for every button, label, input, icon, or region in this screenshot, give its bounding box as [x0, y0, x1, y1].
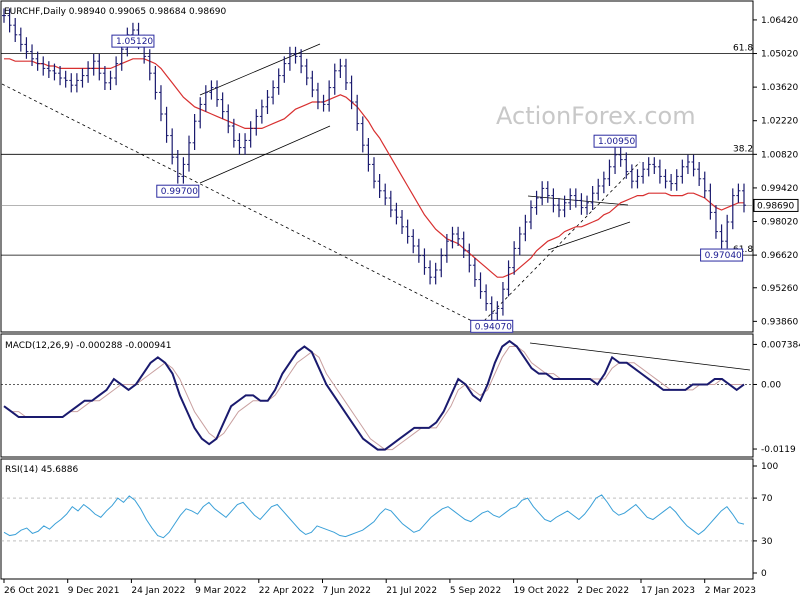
price-flag-label: 0.97040: [705, 251, 742, 261]
rsi-pane: [0, 458, 754, 580]
price-flag: [111, 34, 155, 48]
x-tick-label: 22 Apr 2022: [259, 586, 315, 596]
current-price-box: [753, 198, 799, 212]
macd-label: MACD(12,26,9) -0.000288 -0.000941: [5, 341, 171, 351]
x-tick-label: 5 Sep 2022: [450, 586, 501, 596]
x-tick-label: 9 Mar 2022: [195, 586, 246, 596]
price-flag-label: 1.00950: [598, 137, 635, 147]
price-flag-label: 0.99700: [161, 187, 198, 197]
x-tick-label: 26 Oct 2021: [4, 586, 60, 596]
rising-trendline: [479, 161, 641, 326]
triangle-top-line: [527, 195, 629, 206]
current-price-label: 0.98690: [757, 201, 794, 211]
price-flag-label: 0.94070: [475, 322, 512, 332]
x-tick-label: 7 Jun 2022: [323, 586, 371, 596]
falling-trendline: [1, 83, 481, 326]
macd-tick-label: 0.007384: [761, 340, 800, 350]
candles-layer: [2, 8, 746, 321]
price-tick-label: 1.05020: [761, 50, 798, 60]
price-tick-label: 1.03620: [761, 83, 798, 93]
macd-divergence-line: [529, 342, 751, 371]
price-flag-label: 1.05120: [116, 37, 153, 47]
price-tick-label: 1.00820: [761, 150, 798, 160]
price-flag: [156, 184, 200, 198]
x-tick-label: 24 Jan 2022: [131, 586, 185, 596]
upper-channel-line: [199, 43, 321, 96]
macd-layer: 0.007384 0.00 -0.0119: [1, 339, 800, 455]
x-axis: 26 Oct 2021 9 Dec 2021 24 Jan 2022 9 Mar 20…: [3, 579, 756, 596]
level-label: 38.2: [733, 144, 753, 154]
levels-layer: 61.8 38.2 61.8: [1, 44, 753, 256]
moving-average: [4, 58, 744, 278]
price-flag: [470, 319, 514, 333]
rsi-line: [3, 494, 745, 539]
rsi-tick-label: 70: [761, 494, 773, 504]
lower-channel-line: [199, 125, 331, 184]
x-tick-label: 17 Jan 2023: [641, 586, 695, 596]
macd-pane: [0, 333, 754, 458]
price-flag: [700, 248, 744, 262]
price-tick-label: 0.99420: [761, 184, 798, 194]
price-tick-label: 0.95260: [761, 284, 798, 294]
macd-signal-line: [3, 346, 744, 451]
level-label: 61.8: [733, 245, 753, 255]
rsi-tick-label: 30: [761, 537, 773, 547]
rsi-tick-label: 0: [761, 569, 767, 579]
price-tick-label: 1.02220: [761, 117, 798, 127]
price-flag: [593, 134, 637, 148]
x-tick-label: 21 Jul 2022: [386, 586, 437, 596]
price-tick-label: 0.93860: [761, 317, 798, 327]
trendlines-layer: [1, 43, 751, 371]
watermark: ActionForex.com: [496, 102, 696, 130]
rsi-layer: 100 70 30 0: [1, 462, 778, 579]
macd-line: [3, 339, 745, 451]
price-tick-label: 1.06420: [761, 16, 798, 26]
x-tick-label: 9 Dec 2021: [68, 586, 120, 596]
ma-line: [4, 58, 744, 278]
price-axis: 1.06420 1.05020 1.03620 1.02220 1.00820 0.994…: [753, 16, 799, 327]
chart-header: EURCHF,Daily 0.98940 0.99065 0.98684 0.9…: [4, 7, 227, 17]
macd-tick-label: 0.00: [761, 380, 781, 390]
level-label: 61.8: [733, 44, 753, 54]
x-tick-label: 2 Mar 2023: [705, 586, 756, 596]
x-tick-label: 2 Dec 2022: [577, 586, 629, 596]
macd-tick-label: -0.0119: [761, 445, 796, 455]
x-tick-label: 19 Oct 2022: [514, 586, 570, 596]
flags-layer: 1.05120 0.99700 0.94070 1.00950 0.97040: [111, 34, 744, 333]
triangle-bottom-line: [547, 221, 631, 251]
price-tick-label: 0.98020: [761, 218, 798, 228]
rsi-tick-label: 100: [761, 462, 778, 472]
price-tick-label: 0.96620: [761, 251, 798, 261]
rsi-label: RSI(14) 45.6886: [5, 465, 78, 475]
price-pane: [0, 0, 754, 333]
